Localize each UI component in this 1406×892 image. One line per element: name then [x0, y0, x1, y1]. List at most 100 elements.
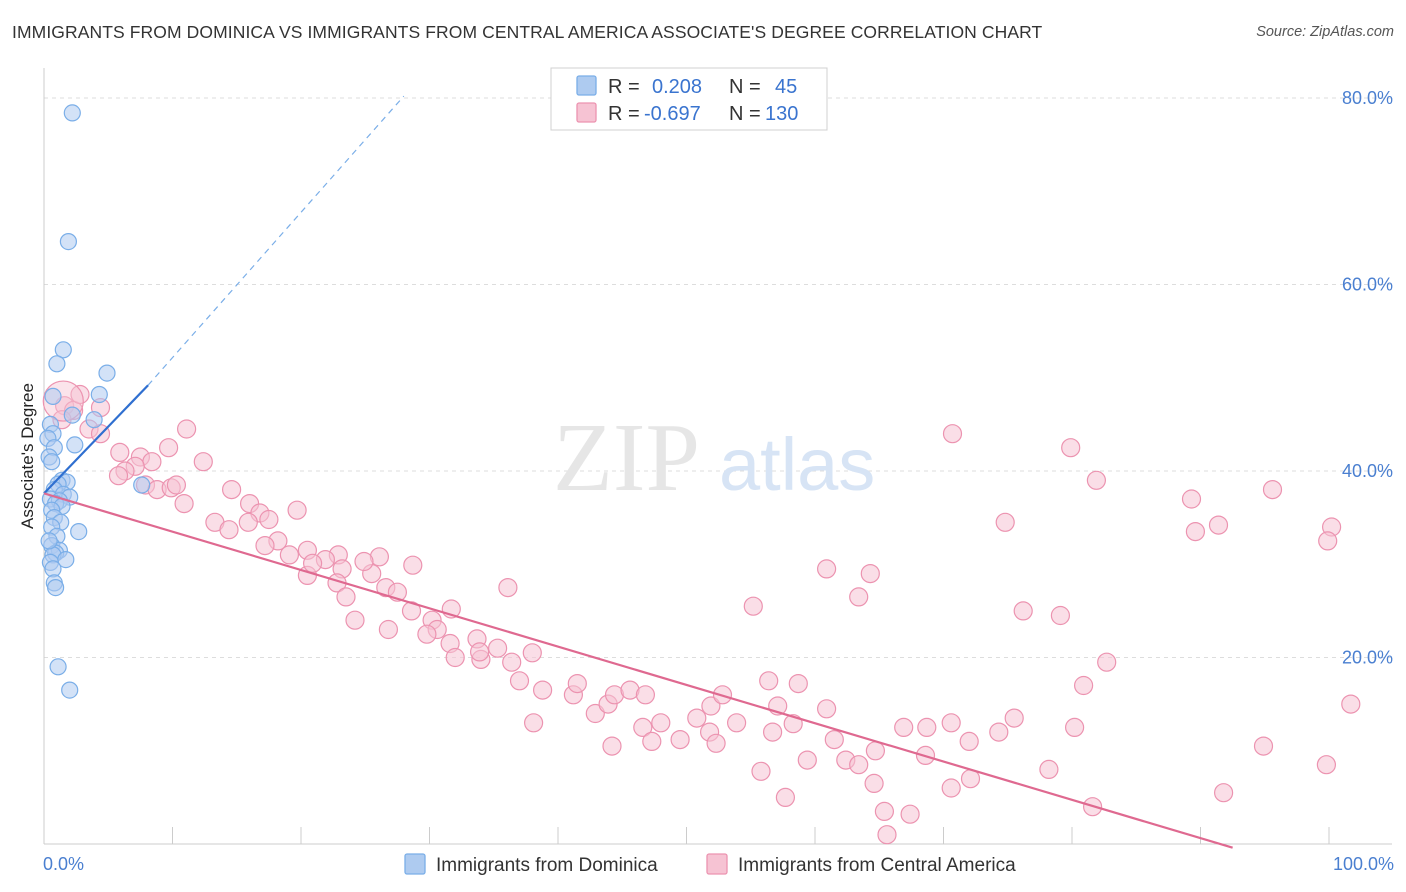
central-america-point-95: [743, 596, 763, 616]
dominica-point-19: [133, 476, 151, 494]
trend-lines: [43, 95, 1233, 849]
central-america-point-61: [651, 713, 671, 733]
central-america-point-54: [567, 673, 587, 694]
central-america-trend-line: [43, 492, 1233, 849]
bottom-legend-swatch-dominica: [404, 853, 426, 875]
central-america-point-10: [108, 466, 129, 486]
central-america-point-48: [502, 652, 522, 672]
central-america-point-83: [1039, 759, 1059, 780]
dominica-point-1: [59, 233, 78, 251]
zipatlas-watermark: ZIP atlas: [553, 404, 875, 512]
central-america-point-100: [1181, 489, 1202, 509]
central-america-point-66: [726, 713, 747, 733]
legend-n-label-2: N =: [729, 103, 761, 125]
dominica-point-8: [85, 411, 103, 429]
y-tick-label-60: 60.0%: [1342, 275, 1393, 295]
central-america-point-124: [403, 555, 423, 575]
central-america-point-120: [670, 729, 690, 750]
central-america-point-25: [279, 545, 299, 565]
central-america-point-87: [1050, 605, 1071, 626]
dominica-trend-extension: [147, 95, 405, 386]
central-america-point-93: [849, 587, 869, 607]
central-america-point-15: [193, 452, 213, 472]
central-america-point-118: [706, 733, 726, 753]
dominica-point-0: [63, 104, 81, 122]
legend-r-value-central-america: -0.697: [644, 103, 701, 125]
central-america-point-69: [788, 673, 808, 694]
central-america-point-115: [824, 729, 844, 750]
central-america-point-97: [1073, 675, 1094, 696]
central-america-point-63: [687, 708, 707, 728]
central-america-point-21: [219, 520, 239, 540]
central-america-point-72: [849, 755, 869, 775]
x-tick-label-100: 100.0%: [1333, 854, 1394, 874]
central-america-point-117: [900, 804, 920, 824]
central-america-point-92: [942, 424, 963, 444]
central-america-point-51: [532, 680, 553, 700]
central-america-point-128: [238, 512, 258, 532]
central-america-point-73: [865, 741, 886, 761]
central-america-point-7: [142, 452, 162, 472]
central-america-point-14: [166, 475, 186, 495]
y-tick-labels: 20.0% 40.0% 60.0% 80.0%: [1342, 88, 1393, 668]
central-america-point-133: [70, 384, 90, 405]
central-america-point-90: [1061, 438, 1081, 458]
central-america-point-119: [602, 736, 622, 756]
central-america-point-112: [775, 787, 796, 808]
x-tick-labels: 0.0% 100.0%: [43, 854, 1394, 874]
gridlines: [44, 97, 1392, 658]
legend-swatch-central-america: [576, 102, 597, 123]
y-tick-label-20: 20.0%: [1342, 648, 1393, 668]
central-america-point-129: [287, 500, 307, 520]
central-america-point-39: [378, 619, 398, 640]
watermark-atlas: atlas: [719, 423, 875, 506]
central-america-point-130: [177, 419, 197, 439]
central-america-point-96: [816, 559, 837, 579]
dominica-trend-line: [43, 384, 149, 495]
central-america-point-50: [509, 671, 530, 691]
bottom-legend-swatch-central-america: [706, 853, 728, 875]
central-america-point-47: [470, 642, 490, 662]
central-america-point-104: [1253, 736, 1274, 756]
central-america-point-91: [1086, 470, 1107, 490]
dominica-point-6: [44, 387, 62, 405]
central-america-point-53: [523, 713, 544, 733]
central-america-point-122: [498, 577, 518, 598]
central-america-point-79: [941, 778, 961, 798]
central-america-point-131: [159, 438, 179, 458]
legend-r-label-1: R =: [608, 76, 640, 98]
central-america-point-24: [255, 535, 275, 556]
dominica-point-3: [48, 355, 66, 373]
chart-title: IMMIGRANTS FROM DOMINICA VS IMMIGRANTS F…: [12, 22, 1043, 42]
legend-swatch-dominica: [576, 75, 597, 96]
central-america-point-88: [1013, 601, 1033, 621]
bottom-legend-label-central-america: Immigrants from Central America: [738, 855, 1016, 876]
central-america-point-74: [894, 717, 914, 738]
central-america-point-75: [917, 717, 937, 738]
central-america-point-41: [417, 624, 437, 644]
central-america-point-38: [345, 610, 365, 630]
central-america-point-59: [635, 685, 656, 705]
central-america-point-89: [995, 512, 1015, 532]
central-america-point-35: [336, 587, 356, 607]
dominica-point-4: [98, 364, 116, 382]
central-america-point-16: [222, 480, 242, 500]
dominica-point-42: [49, 658, 67, 676]
central-america-point-65: [701, 696, 721, 716]
central-america-point-114: [797, 750, 817, 770]
central-america-points: [42, 380, 1361, 845]
y-axis-label: Associate's Degree: [18, 383, 37, 529]
central-america-point-113: [751, 761, 771, 781]
dominica-point-7: [63, 406, 81, 424]
central-america-point-108: [759, 671, 779, 691]
central-america-point-78: [959, 731, 979, 752]
dominica-point-12: [66, 436, 84, 454]
central-america-point-81: [989, 722, 1009, 742]
dominica-point-31: [70, 522, 88, 541]
legend-n-value-central-america: 130: [765, 103, 798, 125]
dominica-point-43: [61, 681, 79, 699]
central-america-point-60: [633, 717, 653, 738]
central-america-point-111: [877, 825, 897, 845]
central-america-point-82: [1004, 708, 1024, 728]
